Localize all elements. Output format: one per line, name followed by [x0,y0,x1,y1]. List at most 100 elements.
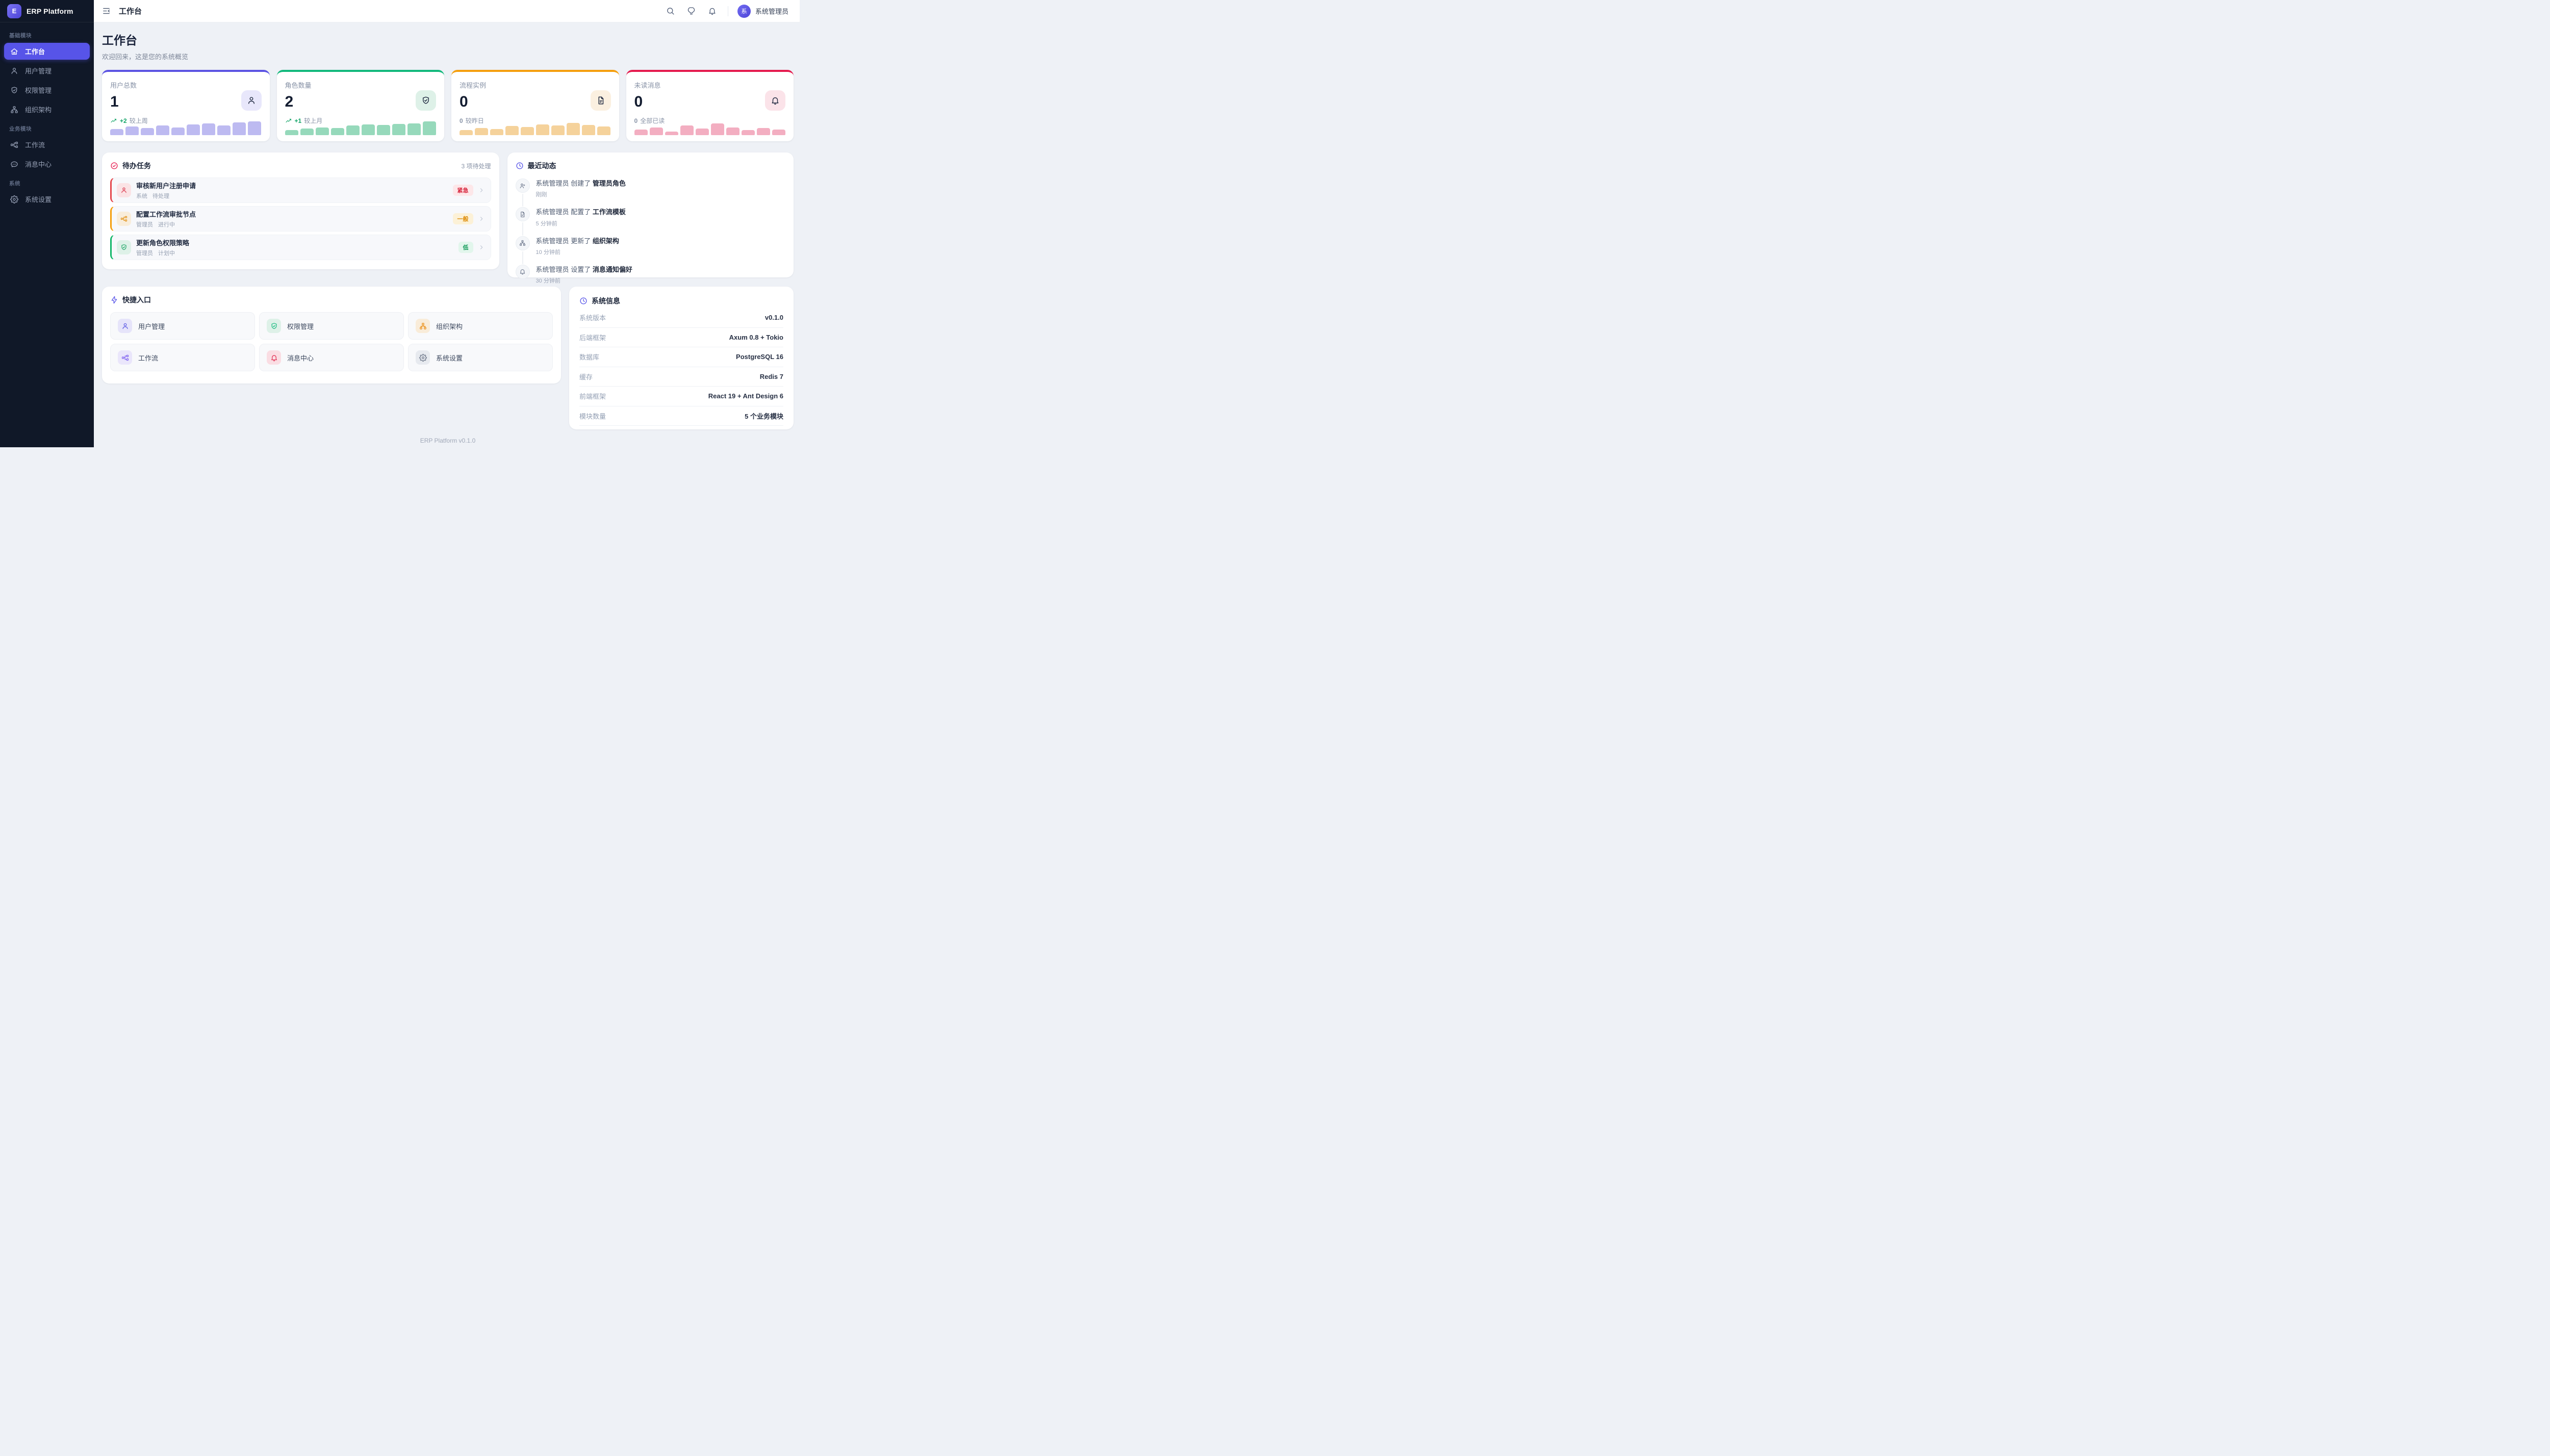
activity-item: 系统管理员 设置了 消息通知偏好 30 分钟前 [515,264,785,293]
stat-trend: +2 较上周 [110,116,262,125]
task-row-update-role-policy[interactable]: 更新角色权限策略 管理员 计划中 低 [110,235,491,260]
sidebar: E ERP Platform 基础模块 工作台 用户管理 权限管理 组织架构 业… [0,0,94,447]
activity-action: 设置了 [571,265,591,273]
activity-time: 5 分钟前 [536,220,557,227]
sidebar-item-messages[interactable]: 消息中心 [4,156,90,172]
user-icon [241,90,262,111]
activity-body: 系统管理员 创建了 管理员角色 刚刚 [536,178,626,198]
sidebar-item-permissions[interactable]: 权限管理 [4,82,90,98]
quick-link-label: 权限管理 [287,322,314,330]
clock-icon [516,162,524,170]
trend-number: 0 [460,117,463,124]
info-value: React 19 + Ant Design 6 [708,392,783,400]
sidebar-item-workbench[interactable]: 工作台 [4,43,90,60]
task-status: 待处理 [152,193,169,199]
info-row-backend: 后端框架 Axum 0.8 + Tokio [579,328,783,347]
sidebar-item-organization[interactable]: 组织架构 [4,101,90,118]
chat-icon [10,160,18,168]
brand-logo: E ERP Platform [0,0,94,22]
collapse-sidebar-icon[interactable] [102,7,111,15]
activity-actor: 系统管理员 [536,180,569,187]
todo-card-header: 待办任务 3 项待处理 [110,161,491,171]
quick-link-permissions[interactable]: 权限管理 [259,312,404,340]
quick-link-organization[interactable]: 组织架构 [408,312,553,340]
brand-name: ERP Platform [27,7,73,15]
task-source: 管理员 [136,222,153,228]
task-title: 配置工作流审批节点 [136,211,196,218]
quick-link-users[interactable]: 用户管理 [110,312,255,340]
activity-item: 系统管理员 创建了 管理员角色 刚刚 [515,178,785,207]
chevron-right-icon [478,187,484,193]
topbar-title: 工作台 [119,7,142,16]
info-label: 数据库 [579,353,600,362]
sidebar-item-label: 工作流 [25,141,45,149]
info-label: 模块数量 [579,412,606,420]
quick-link-label: 用户管理 [138,322,165,330]
sidebar-item-settings[interactable]: 系统设置 [4,191,90,208]
quick-link-settings[interactable]: 系统设置 [408,344,553,371]
user-icon [117,183,131,197]
activity-body: 系统管理员 更新了 组织架构 10 分钟前 [536,236,619,256]
info-value: 5 个业务模块 [745,412,783,420]
todo-card-title: 待办任务 [122,162,151,170]
todo-card: 待办任务 3 项待处理 审核新用户注册申请 系统 [102,152,499,269]
stat-trend: 0 全部已读 [634,116,786,125]
info-label: 后端框架 [579,334,606,342]
shield-check-icon [117,240,131,254]
task-row-configure-workflow[interactable]: 配置工作流审批节点 管理员 进行中 一般 [110,206,491,232]
stat-card-users: 用户总数 1 +2 较上周 [102,70,270,141]
stat-label: 角色数量 [285,82,312,89]
stat-value: 0 [634,93,643,110]
mini-bar-chart [285,118,437,135]
nav-section-business: 业务模块 [9,126,32,132]
sidebar-item-label: 消息中心 [25,161,52,168]
stat-value: 1 [110,93,119,110]
org-chart-icon [515,236,530,250]
info-row-frontend: 前端框架 React 19 + Ant Design 6 [579,387,783,406]
user-icon [118,319,132,333]
info-label: 系统版本 [579,314,606,322]
priority-badge: 紧急 [452,185,473,196]
stat-card-roles: 角色数量 2 +1 较上月 [276,70,444,141]
priority-badge: 低 [458,242,473,253]
sidebar-nav: 基础模块 工作台 用户管理 权限管理 组织架构 业务模块 工作流 [0,22,94,214]
stat-trend: +1 较上月 [285,116,437,125]
task-row-review-registration[interactable]: 审核新用户注册申请 系统 待处理 紧急 [110,177,491,203]
sidebar-item-label: 用户管理 [25,67,52,75]
sidebar-item-workflow[interactable]: 工作流 [4,136,90,153]
search-icon[interactable] [666,7,675,15]
trend-suffix: 较昨日 [465,117,484,124]
quick-link-workflow[interactable]: 工作流 [110,344,255,371]
sysinfo-card-header: 系统信息 [579,294,783,306]
trend-up-icon [110,117,117,124]
activity-time: 刚刚 [536,192,547,198]
task-source: 系统 [136,193,147,199]
activity-card-header: 最近动态 [516,161,785,171]
stat-card-unread-messages: 未读消息 0 0 全部已读 [626,70,794,141]
notifications-bell-icon[interactable] [708,7,717,15]
quick-link-label: 工作流 [138,354,159,362]
mini-bar-chart [634,118,786,135]
activity-action: 创建了 [571,180,591,187]
user-name[interactable]: 系统管理员 [755,8,788,15]
task-meta: 管理员 进行中 [136,220,448,228]
todo-pending-count: 3 项待处理 [461,162,491,170]
activity-time: 10 分钟前 [536,249,560,256]
theme-bulb-icon[interactable] [687,7,696,15]
quick-link-messages[interactable]: 消息中心 [259,344,404,371]
task-meta: 管理员 计划中 [136,249,453,257]
user-icon [10,67,18,75]
info-row-version: 系统版本 v0.1.0 [579,308,783,328]
stat-value: 2 [285,93,294,110]
info-row-modules: 模块数量 5 个业务模块 [579,406,783,426]
stat-card-process-instances: 流程实例 0 0 较昨日 [451,70,619,141]
sidebar-item-users[interactable]: 用户管理 [4,62,90,79]
brand-logo-badge: E [7,4,21,18]
activity-actor: 系统管理员 [536,208,569,216]
activity-list: 系统管理员 创建了 管理员角色 刚刚 [515,178,785,293]
activity-object: 管理员角色 [592,180,626,187]
activity-actor: 系统管理员 [536,237,569,245]
user-avatar[interactable]: 系 [737,4,751,18]
trend-suffix: 较上周 [129,117,148,124]
task-status: 计划中 [158,250,175,257]
